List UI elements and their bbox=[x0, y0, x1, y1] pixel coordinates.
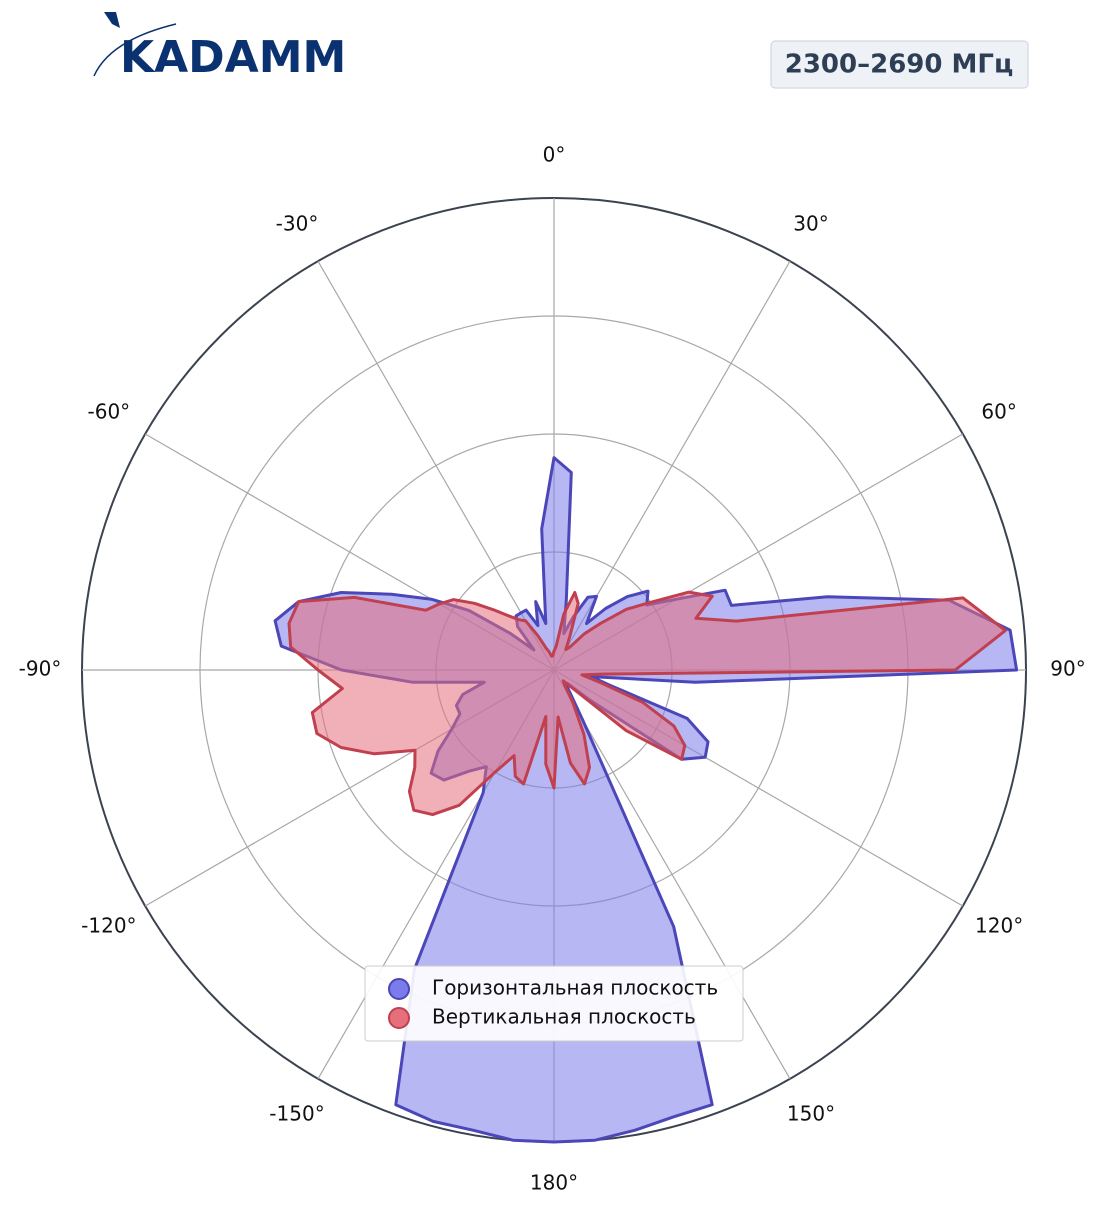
polar-plot: 0° 30° 60° 90° 120° 150° 180° -150° -120° -90° -60… bbox=[19, 143, 1086, 1195]
angle-tick-label: -120° bbox=[81, 914, 136, 938]
logo-text: KADAMM bbox=[120, 32, 346, 83]
angle-tick-label: -90° bbox=[19, 657, 62, 681]
angle-tick-label: -150° bbox=[269, 1102, 324, 1126]
angle-tick-label: 30° bbox=[793, 211, 828, 235]
angle-tick-label: 90° bbox=[1050, 657, 1085, 681]
angular-grid-line bbox=[317, 260, 555, 671]
angle-tick-label: -60° bbox=[88, 400, 131, 424]
legend: Горизонтальная плоскость Вертикальная пло… bbox=[364, 965, 744, 1042]
angle-tick-label: 150° bbox=[787, 1102, 835, 1126]
series-area bbox=[287, 590, 1007, 817]
angle-tick-label: 0° bbox=[543, 143, 566, 167]
logo-swoosh bbox=[93, 23, 177, 77]
angle-tick-label: 60° bbox=[981, 400, 1016, 424]
angle-tick-label: 120° bbox=[975, 914, 1023, 938]
legend-label: Вертикальная плоскость bbox=[432, 1005, 696, 1029]
legend-label: Горизонтальная плоскость bbox=[432, 976, 718, 1000]
logo-mark bbox=[104, 12, 120, 28]
angle-tick-label: -30° bbox=[276, 211, 319, 235]
badge-box bbox=[770, 40, 1029, 89]
angular-grid-line bbox=[553, 669, 791, 1080]
legend-marker bbox=[388, 978, 410, 1000]
legend-box bbox=[364, 965, 744, 1042]
badge: 2300–2690 МГц bbox=[785, 50, 1014, 80]
logo: KADAMM bbox=[93, 12, 346, 83]
angle-tick-label: 180° bbox=[530, 1171, 578, 1195]
legend-marker bbox=[388, 1007, 410, 1029]
